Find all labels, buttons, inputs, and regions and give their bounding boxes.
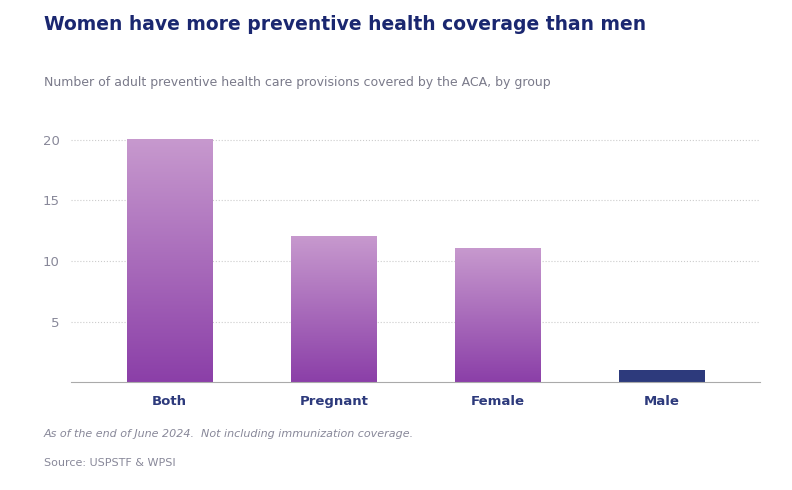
Text: Source: USPSTF & WPSI: Source: USPSTF & WPSI bbox=[44, 458, 175, 468]
Text: Women have more preventive health coverage than men: Women have more preventive health covera… bbox=[44, 15, 645, 34]
Text: As of the end of June 2024.  Not including immunization coverage.: As of the end of June 2024. Not includin… bbox=[44, 429, 413, 439]
Bar bbox=[619, 370, 705, 382]
Text: Number of adult preventive health care provisions covered by the ACA, by group: Number of adult preventive health care p… bbox=[44, 76, 550, 89]
